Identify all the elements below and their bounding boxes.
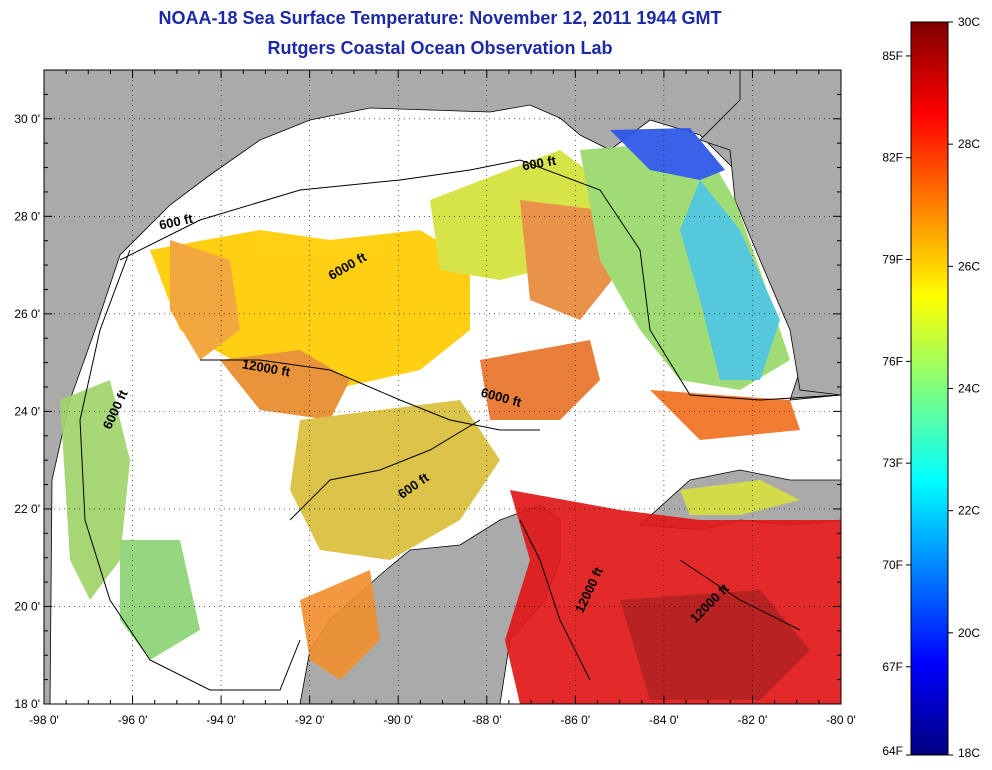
contour-label: 600 ft [158, 211, 195, 233]
lat-tick-label: 18 0' [14, 697, 40, 711]
colorbar-c-label: 20C [958, 626, 980, 640]
lon-tick-label: -82 0' [738, 713, 768, 727]
colorbar-c-label: 24C [958, 382, 980, 396]
lat-tick-label: 20 0' [14, 599, 40, 613]
graticule [44, 70, 841, 704]
lat-tick-label: 30 0' [14, 112, 40, 126]
florida-land [699, 70, 841, 396]
lon-tick-label: -94 0' [206, 713, 236, 727]
lon-tick-label: -96 0' [118, 713, 148, 727]
lon-tick-label: -92 0' [295, 713, 325, 727]
bathymetry-contours [79, 159, 841, 691]
colorbar-celsius-labels: 18C 20C 22C 24C 26C 28C 30C [948, 15, 980, 760]
colorbar-f-label: 79F [882, 253, 903, 267]
lon-tick-label: -88 0' [472, 713, 502, 727]
lon-tick-label: -80 0' [826, 713, 856, 727]
colorbar-bar [910, 21, 949, 756]
colorbar-f-label: 82F [882, 151, 903, 165]
lat-tick-label: 22 0' [14, 502, 40, 516]
colorbar-c-label: 28C [958, 137, 980, 151]
longitude-axis: -98 0' -96 0' -94 0' -92 0' -90 0' -88 0' -86 … [29, 70, 856, 727]
lat-tick-label: 26 0' [14, 307, 40, 321]
colorbar-c-label: 30C [958, 15, 980, 29]
colorbar-c-label: 26C [958, 259, 980, 273]
lat-tick-label: 24 0' [14, 404, 40, 418]
lat-tick-label: 28 0' [14, 209, 40, 223]
colorbar-f-label: 67F [882, 660, 903, 674]
colorbar-f-label: 73F [882, 456, 903, 470]
colorbar-c-label: 18C [958, 746, 980, 760]
colorbar: 64F 67F 70F 73F 76F 79F 82F 85F 18C 20C 22C 24C 26C… [882, 15, 980, 760]
colorbar-f-label: 76F [882, 354, 903, 368]
map-title: NOAA-18 Sea Surface Temperature: Novembe… [158, 8, 722, 28]
colorbar-f-label: 70F [882, 558, 903, 572]
colorbar-c-label: 22C [958, 504, 980, 518]
map-subtitle: Rutgers Coastal Ocean Observation Lab [267, 38, 613, 58]
colorbar-f-label: 64F [882, 744, 903, 758]
colorbar-fahrenheit-labels: 64F 67F 70F 73F 76F 79F 82F 85F [882, 49, 911, 758]
lon-tick-label: -90 0' [383, 713, 413, 727]
lon-tick-label: -86 0' [561, 713, 591, 727]
sst-data-layer [60, 128, 841, 704]
lon-tick-label: -98 0' [29, 713, 59, 727]
latitude-axis: 18 0' 20 0' 22 0' 24 0' 26 0' 28 0' 30 0' [14, 69, 841, 711]
colorbar-f-label: 85F [882, 49, 903, 63]
lon-tick-label: -84 0' [649, 713, 679, 727]
contour-label: 600 ft [521, 153, 558, 174]
